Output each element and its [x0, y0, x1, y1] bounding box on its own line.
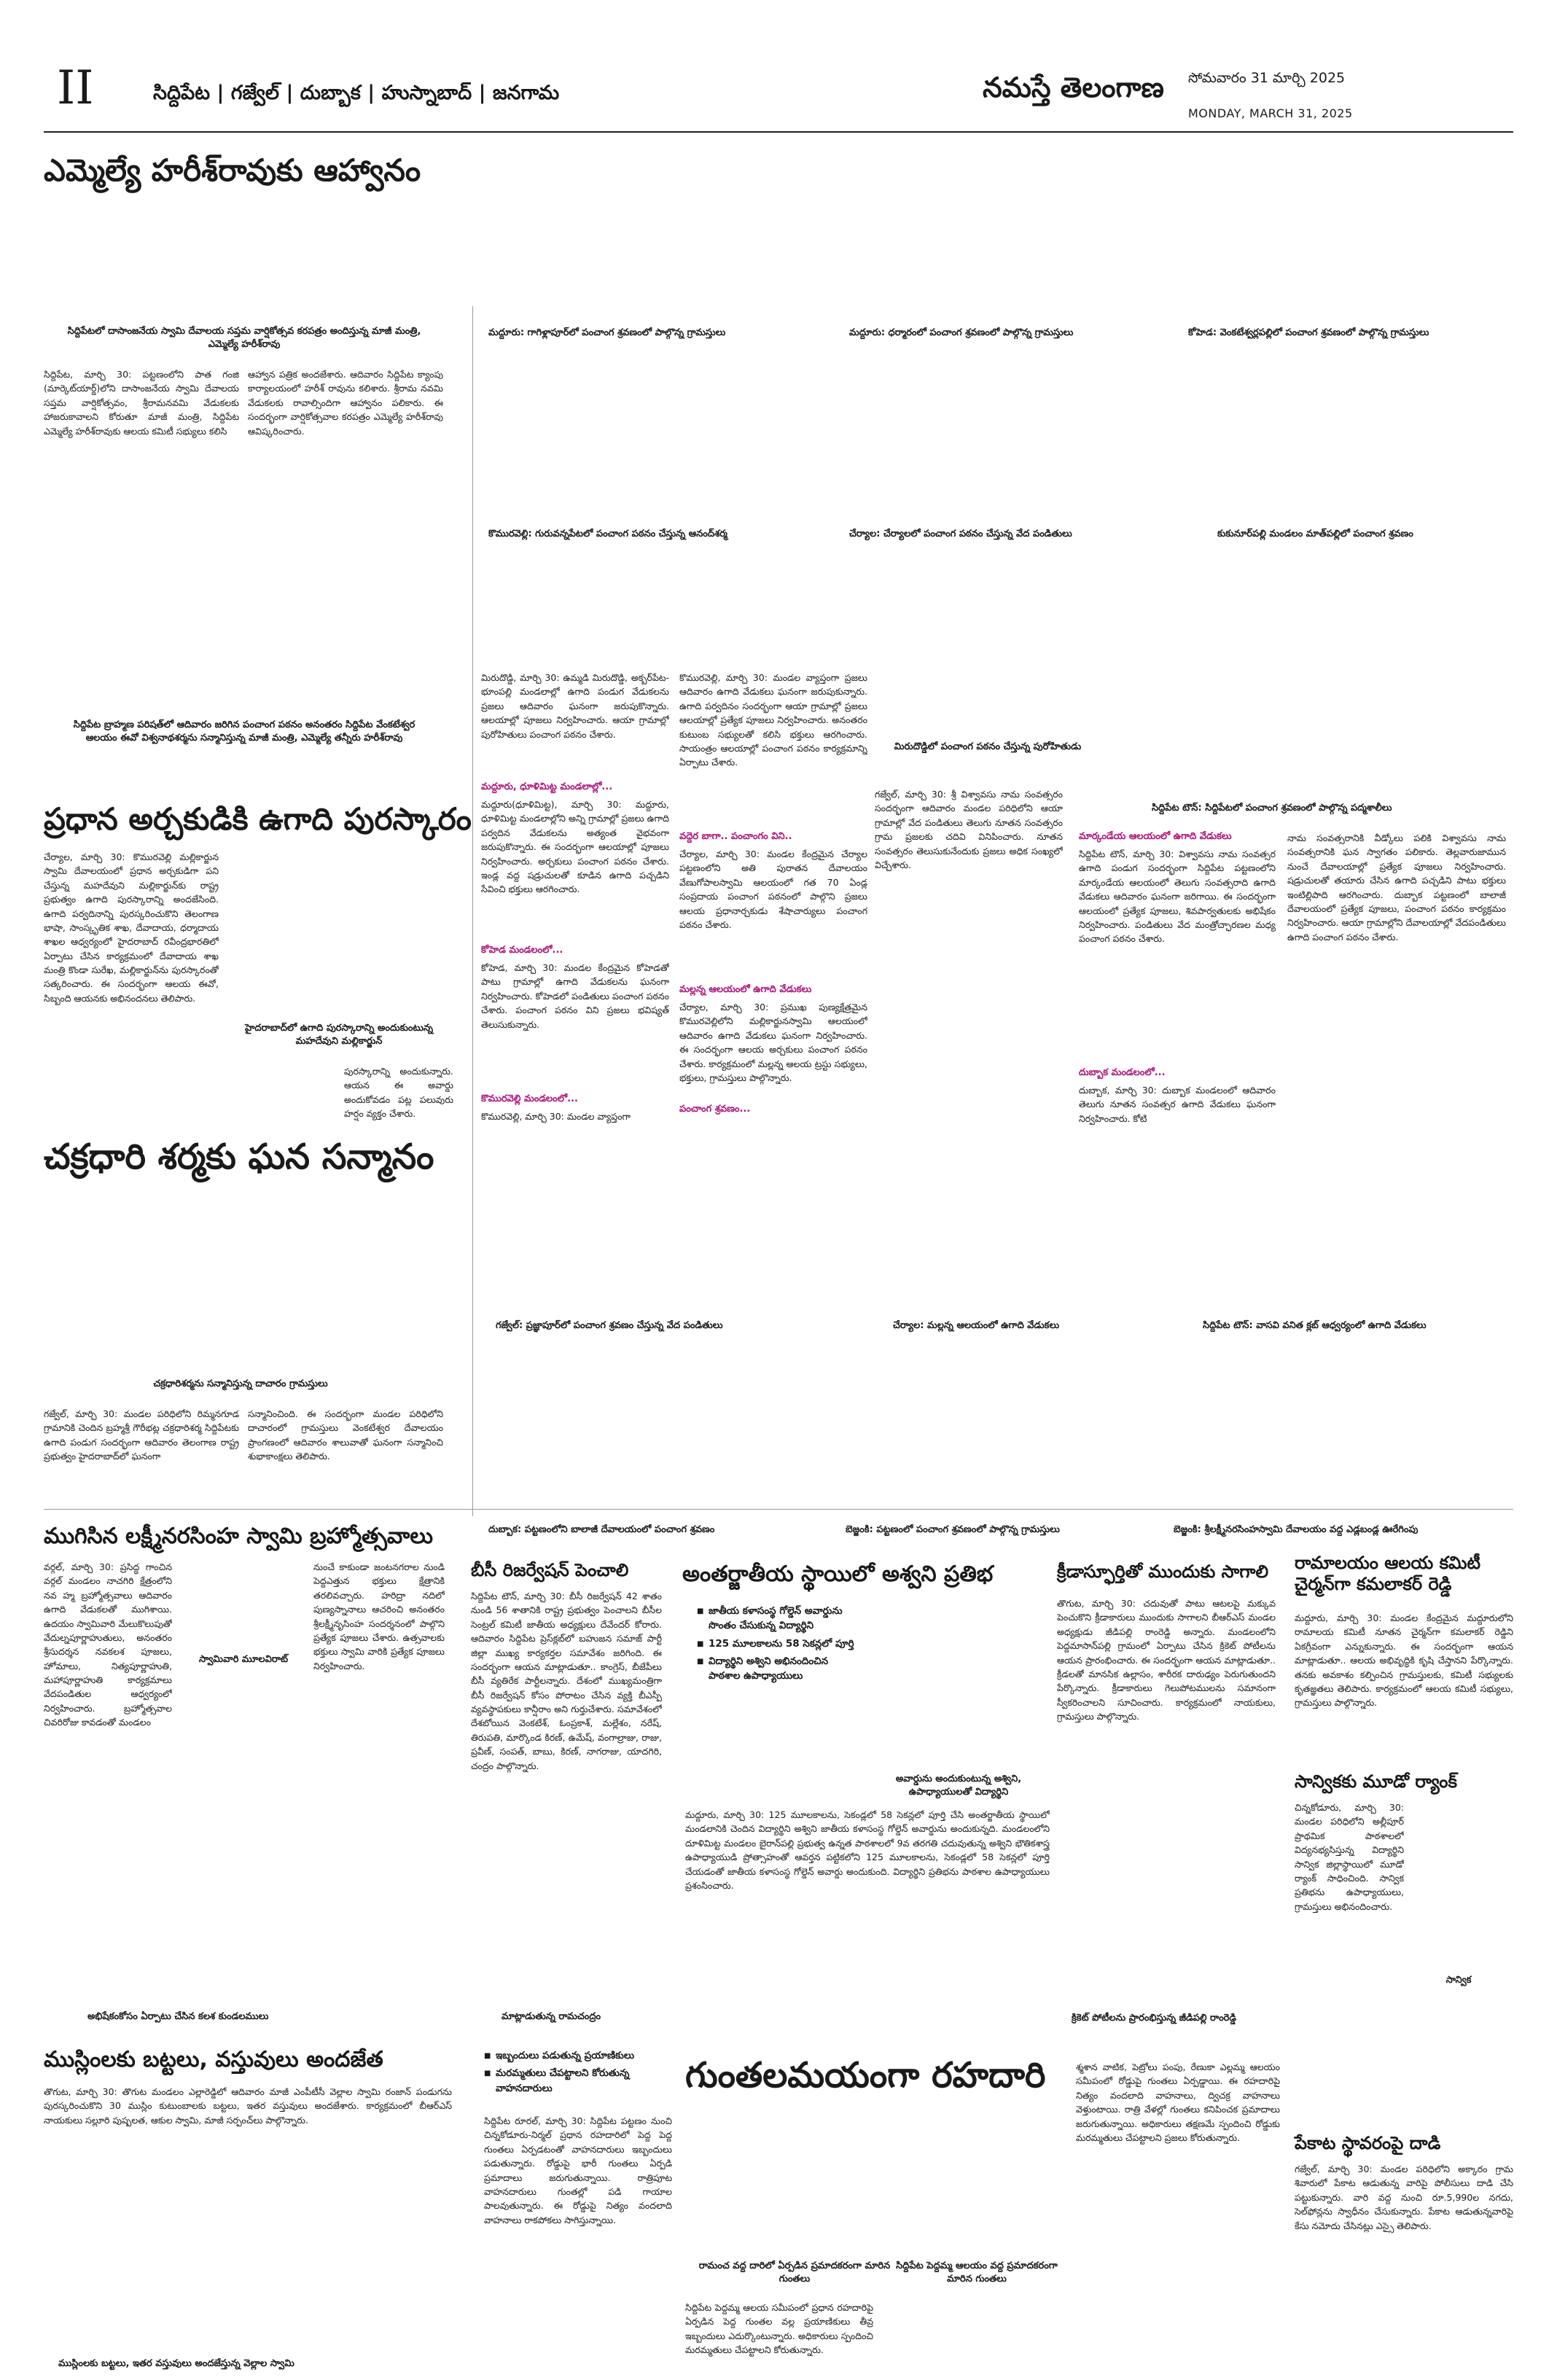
ugadi-komuravelli-body: కొమురవెల్లి, మార్చి 30: మండల వ్యాప్తంగా …: [679, 672, 867, 768]
story-ramalayam-body: మద్దూరు, మార్చి 30: మండల కేంద్రమైన మద్దూ…: [1295, 1612, 1513, 1709]
headline-harish-invitation: ఎమ్మెల్యే హరీశ్‌రావుకు ఆహ్వానం: [44, 152, 421, 188]
column-divider: [472, 306, 473, 1516]
ashwini-bullets: జాతీయ కళాసంస్థ గోల్డెన్ అవార్డును సొంతం …: [697, 1604, 857, 1686]
headline-sports-spirit: క్రీడాస్ఫూర్తితో ముందుకు సాగాలి: [1057, 1561, 1269, 1582]
caption-pragnapur: గజ్వేల్: ప్రజ్ఞాపూర్‌లో పంచాంగ శ్రవణం చే…: [496, 1320, 723, 1331]
caption-cheryala-vedic: చేర్యాల: చేర్యాలలో పంచాంగ పఠనం చేస్తున్న…: [849, 528, 1072, 539]
district-list: సిద్దిపేట | గజ్వేల్ | దుబ్బాక | హుస్నాబా…: [153, 82, 560, 104]
caption-vasavi-club: సిద్దిపేట టౌన్: వాసవి వనిత క్లబ్ ఆధ్వర్య…: [1203, 1320, 1427, 1331]
caption-bejjanki-procession: బెజ్జంకి: శ్రీలక్ష్మీనరసింహస్వామి దేవాలయ…: [1174, 1524, 1419, 1535]
story-road-body-right: శ్మశాన వాటిక, పెట్రోలు పంపు, రేణుకా ఎల్ల…: [1076, 2061, 1280, 2143]
ashwini-bullet-award: జాతీయ కళాసంస్థ గోల్డెన్ అవార్డును సొంతం …: [697, 1604, 857, 1634]
caption-gagillapur: మద్దూరు: గాగిళ్లాపూర్‌లో పంచాంగ శ్రవణంలో…: [488, 327, 726, 338]
caption-harish-invitation: సిద్దిపేటలో దాసాంజనేయ స్వామి దేవాలయ సప్త…: [67, 326, 421, 350]
caption-kalasha: అభిషేకంకోసం ఏర్పాటు చేసిన కలశ కుండలములు: [87, 2011, 269, 2022]
caption-ramancha-potholes: రామంచ వద్ద దారిలో ఏర్పడిన ప్రమాదకరంగా మా…: [698, 2260, 891, 2285]
caption-mirudoddi-priest: మిరుదొడ్డిలో పంచాంగ పఠనం చేస్తున్న పురోహ…: [894, 741, 1082, 752]
caption-balaji-temple: దుబ్బాక: పట్టణంలోని బాలాజీ దేవాలయంలో పంచ…: [488, 1524, 715, 1535]
newspaper-logo: నమస్తే తెలంగాణ: [983, 71, 1164, 104]
ugadi-subhead-mallanna: మల్లన్న ఆలయంలో ఉగాది వేడుకలు: [679, 984, 812, 995]
caption-padmashali: సిద్దిపేట టౌన్: సిద్దిపేటలో పంచాంగ శ్రవణ…: [1152, 803, 1392, 814]
story-road-body-mid: సిద్దిపేట పెద్దమ్మ ఆలయ సమీపంలో ప్రధాన రహ…: [685, 2302, 873, 2356]
ugadi-gajwel-body: గజ్వేల్, మార్చి 30: శ్రీ విశ్వావసు నామ స…: [875, 789, 1063, 870]
caption-venkateshwarlapalli: కోహెడ: వెంకటేశ్వర్లపల్లిలో పంచాంగ శ్రవణం…: [1188, 327, 1429, 338]
ugadi-koheda-body: కోహెడ, మార్చి 30: మండల కేంద్రమైన కోహెడతో…: [481, 962, 669, 1030]
caption-muslim-clothes: ముస్లింలకు బట్టలు, ఇతర వస్తువులు అందజేస్…: [58, 2358, 294, 2369]
caption-moolavirat: స్వామివారి మూలవిరాట్: [198, 1654, 289, 1665]
story-sports-spirit-body: తొగుట, మార్చి 30: చదువుతో పాటు ఆటలపై మక్…: [1057, 1598, 1276, 1722]
caption-cricket: క్రికెట్ పోటీలను ప్రారంభిస్తున్న జీడిపల్…: [1072, 2013, 1237, 2024]
caption-peddamma-potholes: సిద్దిపేట పెద్దమ్మ ఆలయం వద్ద ప్రమాదకరంగా…: [896, 2260, 1058, 2285]
story-harish-body-right: ఆహ్వాన పత్రిక అందజేశారు. ఆదివారం సిద్దిప…: [248, 369, 443, 437]
headline-ramalayam-chairman: రామాలయం ఆలయ కమిటీ చైర్మన్‌గా కమలాకర్ రెడ…: [1295, 1553, 1481, 1594]
ashwini-bullet-elements: 125 మూలకాలను 58 సెకన్లలో పూర్తి: [697, 1636, 857, 1651]
headline-gambling-raid: పేకాట స్థావరంపై దాడి: [1295, 2133, 1441, 2153]
road-bullets: ఇబ్బందులు పడుతున్న ప్రయాణికులు మరమ్మతులు…: [484, 2048, 674, 2099]
ugadi-subhead-vaddera: వద్దెర బాగా.. పంచాంగం విని..: [679, 831, 792, 842]
headline-sanvika-rank: సాన్వికకు మూడో ర్యాంక్: [1295, 1771, 1457, 1792]
ugadi-maddur-body: మద్దూరు(ధూళిమిట్ట), మార్చి 30: మద్దూరు, …: [481, 799, 669, 895]
masthead-rule: [44, 131, 1513, 133]
story-markandeya-body: సిద్దిపేట టౌన్, మార్చి 30: విశ్వావసు నామ…: [1079, 848, 1276, 945]
ugadi-cheryala-body: చేర్యాల, మార్చి 30: మండల కేంద్రమైన చేర్య…: [679, 848, 867, 930]
ugadi-subhead-panchanga: పంచాంగ శ్రవణం...: [679, 1104, 751, 1115]
story-harish-body-left: సిద్దిపేట, మార్చి 30: పట్టణంలోని పాత గంజ…: [44, 369, 239, 437]
story-chakradhari-body-left: గజ్వేల్, మార్చి 30: మండల పరిధిలోని రిమ్మ…: [44, 1408, 239, 1462]
story-muslim-clothes-body: తొగుట, మార్చి 30: తొగుట మండలం ఎల్లారెడ్డ…: [44, 2086, 452, 2126]
caption-dharmaram: మద్దూరు: ధర్మారంలో పంచాంగ శ్రవణంలో పాల్గ…: [849, 327, 1074, 338]
caption-ramachandram: మాట్లాడుతున్న రామచంద్రం: [502, 2011, 601, 2022]
caption-guruvannapet: కొమురవెల్లి: గురువన్నపేటలో పంచాంగ పఠనం చ…: [488, 528, 727, 539]
headline-bc-reservation: బీసీ రిజర్వేషన్ పెంచాలి: [471, 1560, 629, 1580]
story-brahmotsavam-body: వర్గల్, మార్చి 30: ప్రసిద్ధ గాంచిన వర్గల…: [44, 1561, 172, 1728]
section-rule: [44, 1509, 1513, 1510]
caption-mallanna-ugadi: చేర్యాల: మల్లన్న ఆలయంలో ఉగాది వేడుకలు: [893, 1320, 1060, 1331]
story-sanvika-body: చిన్నకోడూరు, మార్చి 30: మండల పరిధిలోని అ…: [1295, 1802, 1404, 1912]
caption-chakradhari: చక్రధారిశర్మను సన్మానిస్తున్న దాచారం గ్ర…: [153, 1378, 328, 1389]
story-dubbaka-body: దుబ్బాక, మార్చి 30: దుబ్బాక మండలంలో ఆదివ…: [1079, 1085, 1276, 1124]
ugadi-mallanna-body: చేర్యాల, మార్చి 30: ప్రముఖ పుణ్యక్షేత్రమ…: [679, 1002, 867, 1083]
headline-chakradhari-sharma: చక్రధారి శర్మకు ఘన సన్మానం: [44, 1136, 434, 1177]
story-brahmotsavam-body-right: నుంచే కాకుండా జంటనగరాల నుండి పెద్దఎత్తున…: [313, 1561, 445, 1671]
caption-matpalli: కుకునూర్‌పల్లి మండలం మాత్‌పల్లిలో పంచాంగ…: [1217, 528, 1413, 539]
story-bc-reservation-body: సిద్దిపేట టౌన్, మార్చి 30: బీసీ రిజర్వేష…: [471, 1591, 662, 1771]
date-telugu: సోమవారం 31 మార్చి 2025: [1188, 70, 1346, 86]
headline-ugadi-award: ప్రధాన అర్చకుడికి ఉగాది పురస్కారం: [44, 801, 472, 837]
caption-sanvika: సాన్విక: [1445, 1975, 1472, 1986]
headline-muslim-clothes: ముస్లింలకు బట్టలు, వస్తువులు అందజేత: [44, 2047, 383, 2072]
caption-bejjanki-panchanga: బెజ్జంకి: పట్టణంలో పంచాంగ శ్రవణంలో పాల్గ…: [846, 1524, 1060, 1535]
ugadi-subhead-komuravelli: కొమురవెల్లి మండలంలో...: [481, 1093, 578, 1104]
ugadi-subhead-koheda: కోహెడ మండలంలో...: [481, 945, 563, 956]
headline-ashwini: అంతర్జాతీయ స్థాయిలో అశ్వని ప్రతిభ: [682, 1561, 994, 1587]
caption-ugadi-award-photo: హైదరాబాద్‌లో ఉగాది పురస్కారాన్ని అందుకుం…: [244, 1023, 434, 1047]
caption-brahmana-parishad: సిద్దిపేట బ్రాహ్మణ పరిషత్‌లో ఆదివారం జరి…: [73, 719, 415, 744]
headline-brahmotsavam: ముగిసిన లక్ష్మీనరసింహ స్వామి బ్రహ్మోత్సవ…: [44, 1523, 434, 1549]
ugadi-subhead-maddur: మద్దూరు, ధూళిమిట్ట మండలాల్లో...: [481, 781, 613, 792]
page-number: II: [57, 61, 94, 115]
story-dubbaka-body-cont: నామ సంవత్సరానికి వీడ్కోలు పలికి విశ్వావస…: [1287, 832, 1506, 943]
road-bullet-commuters: ఇబ్బందులు పడుతున్న ప్రయాణికులు: [484, 2048, 674, 2063]
headline-potholed-road: గుంతలమయంగా రహదారి: [685, 2055, 1046, 2096]
subhead-dubbaka: దుబ్బాక మండలంలో...: [1079, 1067, 1166, 1078]
story-ugadi-award-tail: పురస్కారాన్ని అందుకున్నారు. ఆయన ఈ అవార్డ…: [344, 1066, 453, 1120]
story-road-body-left: సిద్దిపేట రూరల్, మార్చి 30: సిద్దిపేట పట…: [484, 2115, 672, 2225]
subhead-markandeya: మార్కండేయ ఆలయంలో ఉగాది వేడుకలు: [1079, 831, 1232, 842]
story-chakradhari-body-right: సన్మానించింది. ఈ సందర్భంగా మండల పరిధిలోన…: [248, 1408, 443, 1462]
ugadi-komuravelli-intro: కొమురవెల్లి, మార్చి 30: మండల వ్యాప్తంగా: [481, 1111, 631, 1122]
date-english: MONDAY, MARCH 31, 2025: [1188, 106, 1353, 120]
story-ugadi-award-body: చేర్యాల, మార్చి 30: కొమురవెల్లి మల్లికార…: [44, 851, 219, 1004]
road-bullet-repairs: మరమ్మతులు చేపట్టాలని కోరుతున్న వాహనదారుల…: [484, 2066, 674, 2096]
ashwini-bullet-congrats: విద్యార్థిని అశ్విని అభినందించిన పాఠశాల …: [697, 1654, 857, 1684]
ugadi-mirudoddi-body: మిరుదొడ్డి, మార్చి 30: ఉమ్మడి మిరుదొడ్డి…: [481, 672, 669, 740]
story-ashwini-body: మద్దూరు, మార్చి 30: 125 మూలకాలను, సెకండ్…: [685, 1809, 1050, 1891]
caption-ashwini-award: అవార్డును అందుకుంటున్న అశ్విని, ఉపాధ్యాయ…: [895, 1774, 1022, 1798]
story-gambling-body: గజ్వేల్, మార్చి 30: మండల పరిధిలోని అక్కా…: [1295, 2164, 1513, 2231]
